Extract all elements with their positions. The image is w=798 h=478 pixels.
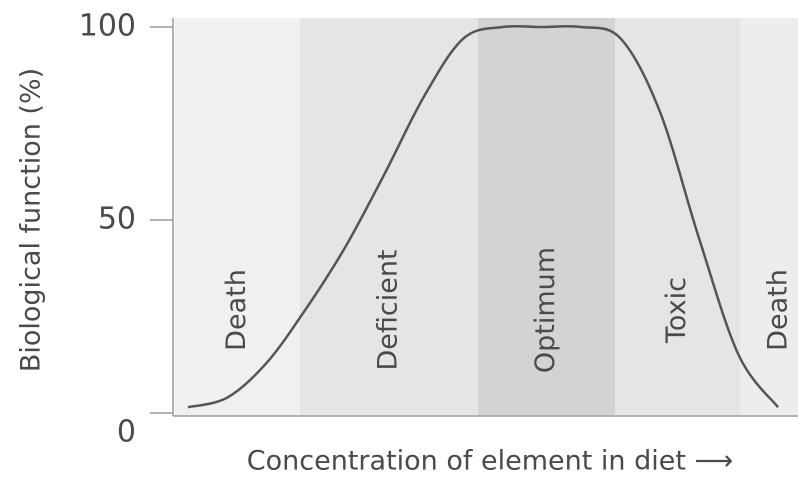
zone bbox=[615, 18, 740, 415]
y-tick-label: 0 bbox=[117, 415, 136, 450]
zone-label: Deficient bbox=[373, 249, 404, 370]
zone bbox=[740, 18, 798, 415]
marks bbox=[187, 24, 779, 409]
curve bbox=[187, 24, 779, 409]
zone bbox=[175, 18, 300, 415]
zone-label: Toxic bbox=[661, 277, 692, 344]
y-tick-label: 100 bbox=[79, 9, 136, 44]
zone-label: Optimum bbox=[530, 247, 561, 373]
zones: Death Deficient Optimum Toxic Death bbox=[175, 18, 798, 415]
y-tick-label: 50 bbox=[98, 202, 136, 237]
x-axis-label: Concentration of element in diet ⟶ bbox=[247, 446, 733, 477]
zone bbox=[478, 18, 615, 415]
zone-label: Death bbox=[221, 269, 252, 351]
zone-label: Death bbox=[763, 269, 794, 351]
y-axis-label: Biological function (%) bbox=[16, 68, 47, 372]
zone bbox=[300, 18, 478, 415]
